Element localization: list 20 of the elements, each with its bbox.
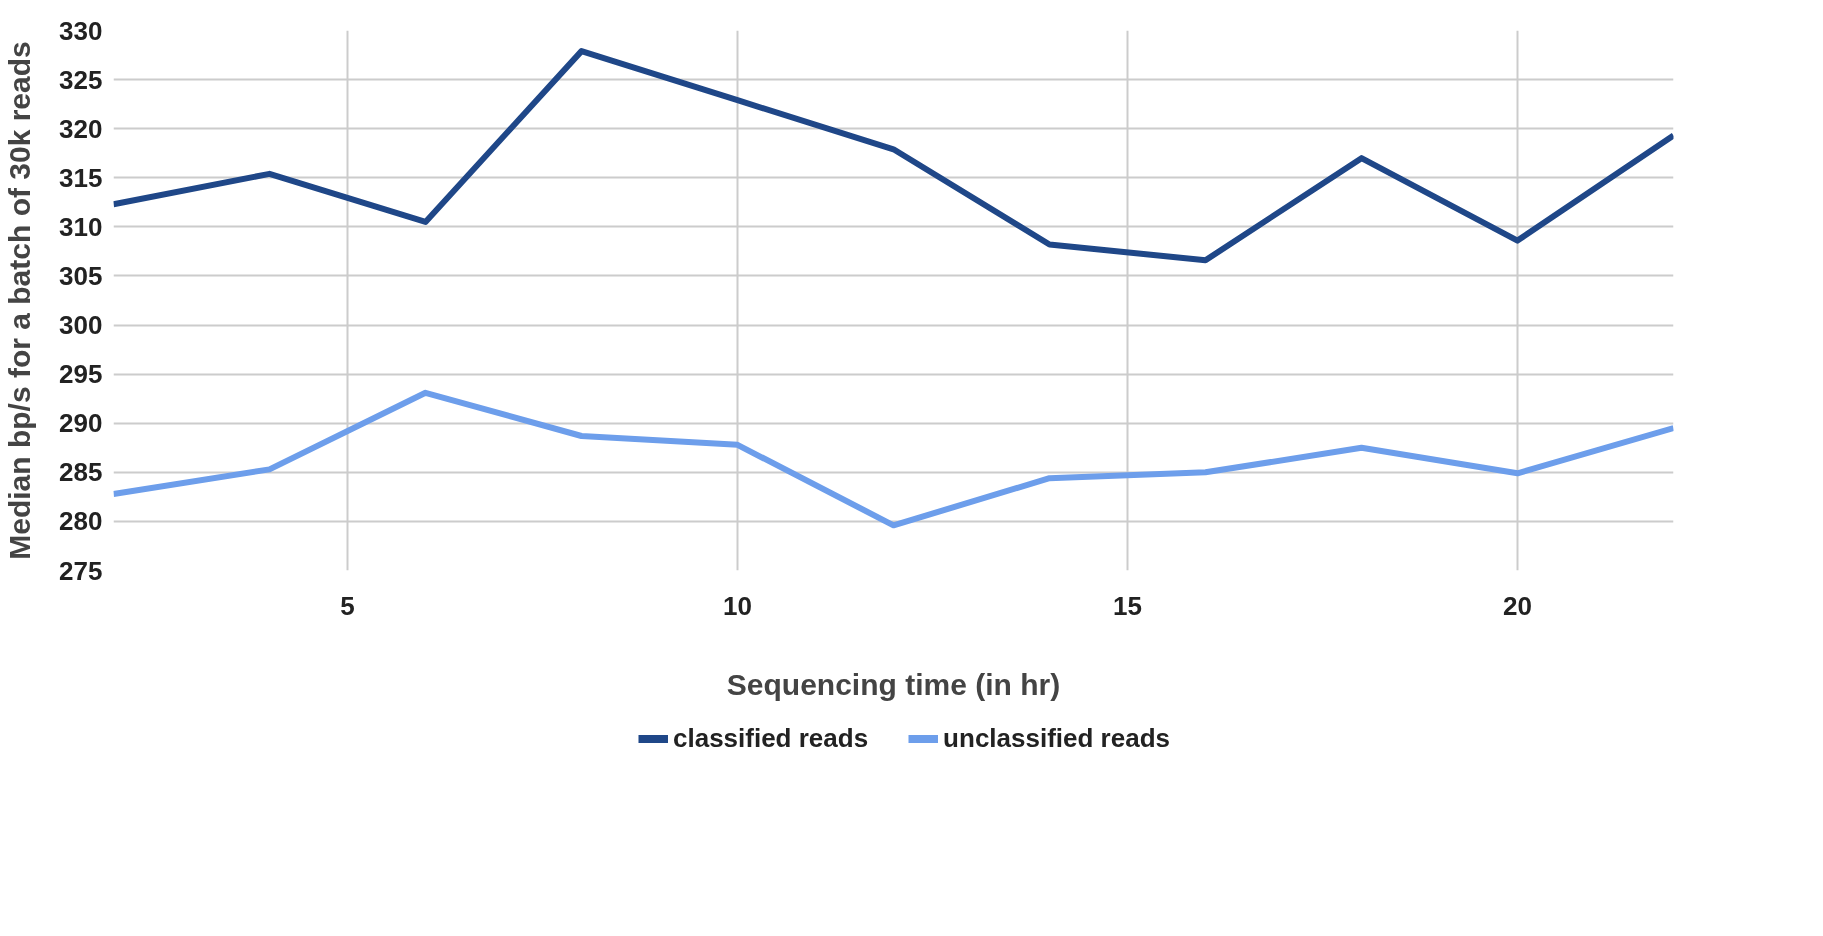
x-tick-label: 5 bbox=[340, 590, 355, 621]
y-tick-label: 295 bbox=[59, 359, 103, 390]
y-tick-label: 320 bbox=[59, 113, 103, 144]
y-tick-label: 275 bbox=[59, 555, 103, 586]
y-axis-title: Median bp/s for a batch of 30k reads bbox=[3, 41, 37, 560]
x-axis-title: Sequencing time (in hr) bbox=[726, 667, 1061, 701]
y-tick-label: 280 bbox=[59, 506, 103, 537]
y-tick-label: 325 bbox=[59, 64, 103, 95]
y-tick-label: 285 bbox=[59, 457, 103, 488]
y-tick-label: 310 bbox=[59, 211, 103, 242]
y-tick-label: 305 bbox=[59, 260, 103, 291]
y-tick-label: 330 bbox=[59, 15, 103, 46]
legend-label: unclassified reads bbox=[943, 722, 1171, 754]
x-tick-label: 10 bbox=[723, 590, 752, 621]
x-tick-label: 20 bbox=[1503, 590, 1532, 621]
legend-label: classified reads bbox=[672, 722, 869, 754]
y-tick-label: 300 bbox=[59, 310, 103, 341]
x-tick-label: 15 bbox=[1113, 590, 1142, 621]
y-tick-label: 290 bbox=[59, 408, 103, 439]
y-tick-label: 315 bbox=[59, 162, 103, 193]
